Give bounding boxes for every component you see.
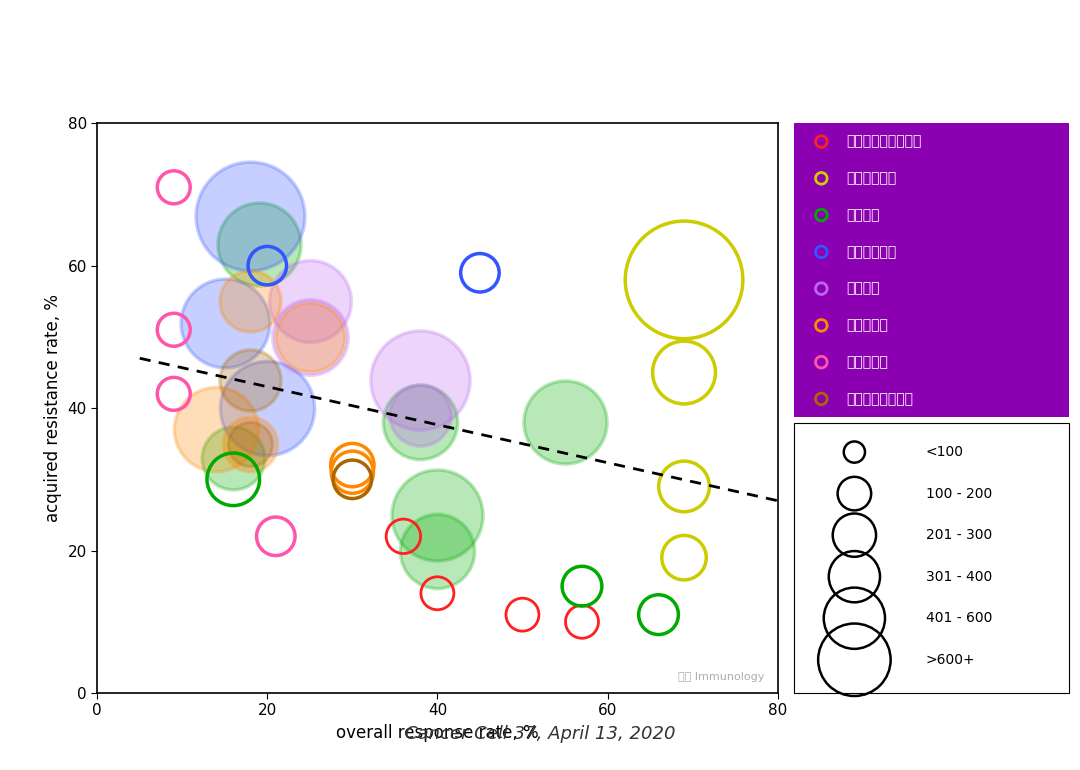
Point — [812, 356, 829, 368]
Text: 黑色素瘤: 黑色素瘤 — [846, 208, 879, 222]
Point — [411, 373, 429, 386]
Point — [216, 316, 233, 329]
Point — [225, 452, 242, 464]
Point — [343, 466, 361, 478]
Point — [650, 608, 667, 621]
Bar — [794, 380, 1069, 417]
Point — [259, 259, 276, 272]
Y-axis label: acquired resistance rate, %: acquired resistance rate, % — [44, 294, 62, 522]
Point — [395, 530, 413, 542]
Text: 301 - 400: 301 - 400 — [926, 570, 993, 584]
Text: 霍奇金淋巴瘤: 霍奇金淋巴瘤 — [846, 172, 896, 186]
Bar — [794, 270, 1069, 307]
Text: 闰谈 Immunology: 闰谈 Immunology — [677, 671, 764, 681]
Point — [846, 612, 863, 624]
Text: 不同癌种免疫检查点抑制剂的获得性耐药及OR: 不同癌种免疫检查点抑制剂的获得性耐药及OR — [286, 29, 794, 67]
Bar — [794, 423, 1069, 693]
Bar — [794, 196, 1069, 233]
Point — [343, 473, 361, 486]
Text: <100: <100 — [926, 445, 964, 459]
Point — [242, 437, 259, 450]
Point — [675, 274, 692, 286]
Text: 缺乏错配修复的肿瘤: 缺乏错配修复的肿瘤 — [846, 135, 921, 149]
Text: 消化道肿瘤: 消化道肿瘤 — [846, 355, 888, 369]
Bar — [794, 160, 1069, 196]
Point — [411, 416, 429, 428]
Point — [812, 209, 829, 221]
Bar — [794, 343, 1069, 380]
Text: 头颈部鳞状细胞癌: 头颈部鳞状细胞癌 — [846, 392, 913, 406]
Point — [242, 295, 259, 307]
Point — [343, 459, 361, 471]
Point — [812, 246, 829, 258]
Point — [242, 373, 259, 386]
Point — [471, 266, 488, 279]
Point — [301, 331, 319, 343]
Point — [573, 580, 591, 592]
Point — [165, 388, 183, 400]
Point — [846, 571, 863, 583]
Point — [225, 473, 242, 486]
Point — [301, 295, 319, 307]
Point — [429, 588, 446, 600]
Point — [846, 446, 863, 458]
Point — [514, 608, 531, 621]
Point — [242, 209, 259, 222]
Point — [846, 654, 863, 666]
Point — [301, 331, 319, 343]
Bar — [794, 233, 1069, 270]
Point — [812, 172, 829, 185]
Point — [411, 409, 429, 421]
Text: 201 - 300: 201 - 300 — [926, 528, 993, 542]
Point — [675, 480, 692, 493]
Bar — [794, 123, 1069, 160]
Text: Cancer Cell 37, April 13, 2020: Cancer Cell 37, April 13, 2020 — [405, 725, 675, 743]
Point — [675, 367, 692, 379]
Point — [429, 509, 446, 521]
Point — [812, 283, 829, 295]
Point — [429, 544, 446, 557]
Bar — [794, 307, 1069, 343]
Point — [165, 181, 183, 193]
Point — [251, 238, 268, 250]
Point — [812, 136, 829, 148]
Point — [573, 616, 591, 628]
Text: 非小细胞肺癌: 非小细胞肺癌 — [846, 245, 896, 259]
Point — [242, 437, 259, 450]
Point — [207, 424, 225, 436]
Point — [675, 551, 692, 564]
Point — [267, 530, 284, 542]
Point — [846, 529, 863, 541]
Text: 401 - 600: 401 - 600 — [926, 611, 993, 625]
Text: 膀胱上皮癌: 膀胱上皮癌 — [846, 318, 888, 333]
Point — [259, 402, 276, 414]
Point — [165, 323, 183, 336]
Text: 肾细胞癌: 肾细胞癌 — [846, 282, 879, 296]
Point — [556, 416, 573, 428]
Text: 100 - 200: 100 - 200 — [926, 487, 993, 500]
Point — [812, 320, 829, 332]
X-axis label: overall response rate, %: overall response rate, % — [336, 724, 539, 742]
Text: >600+: >600+ — [926, 653, 975, 667]
Point — [812, 393, 829, 405]
Point — [846, 487, 863, 500]
